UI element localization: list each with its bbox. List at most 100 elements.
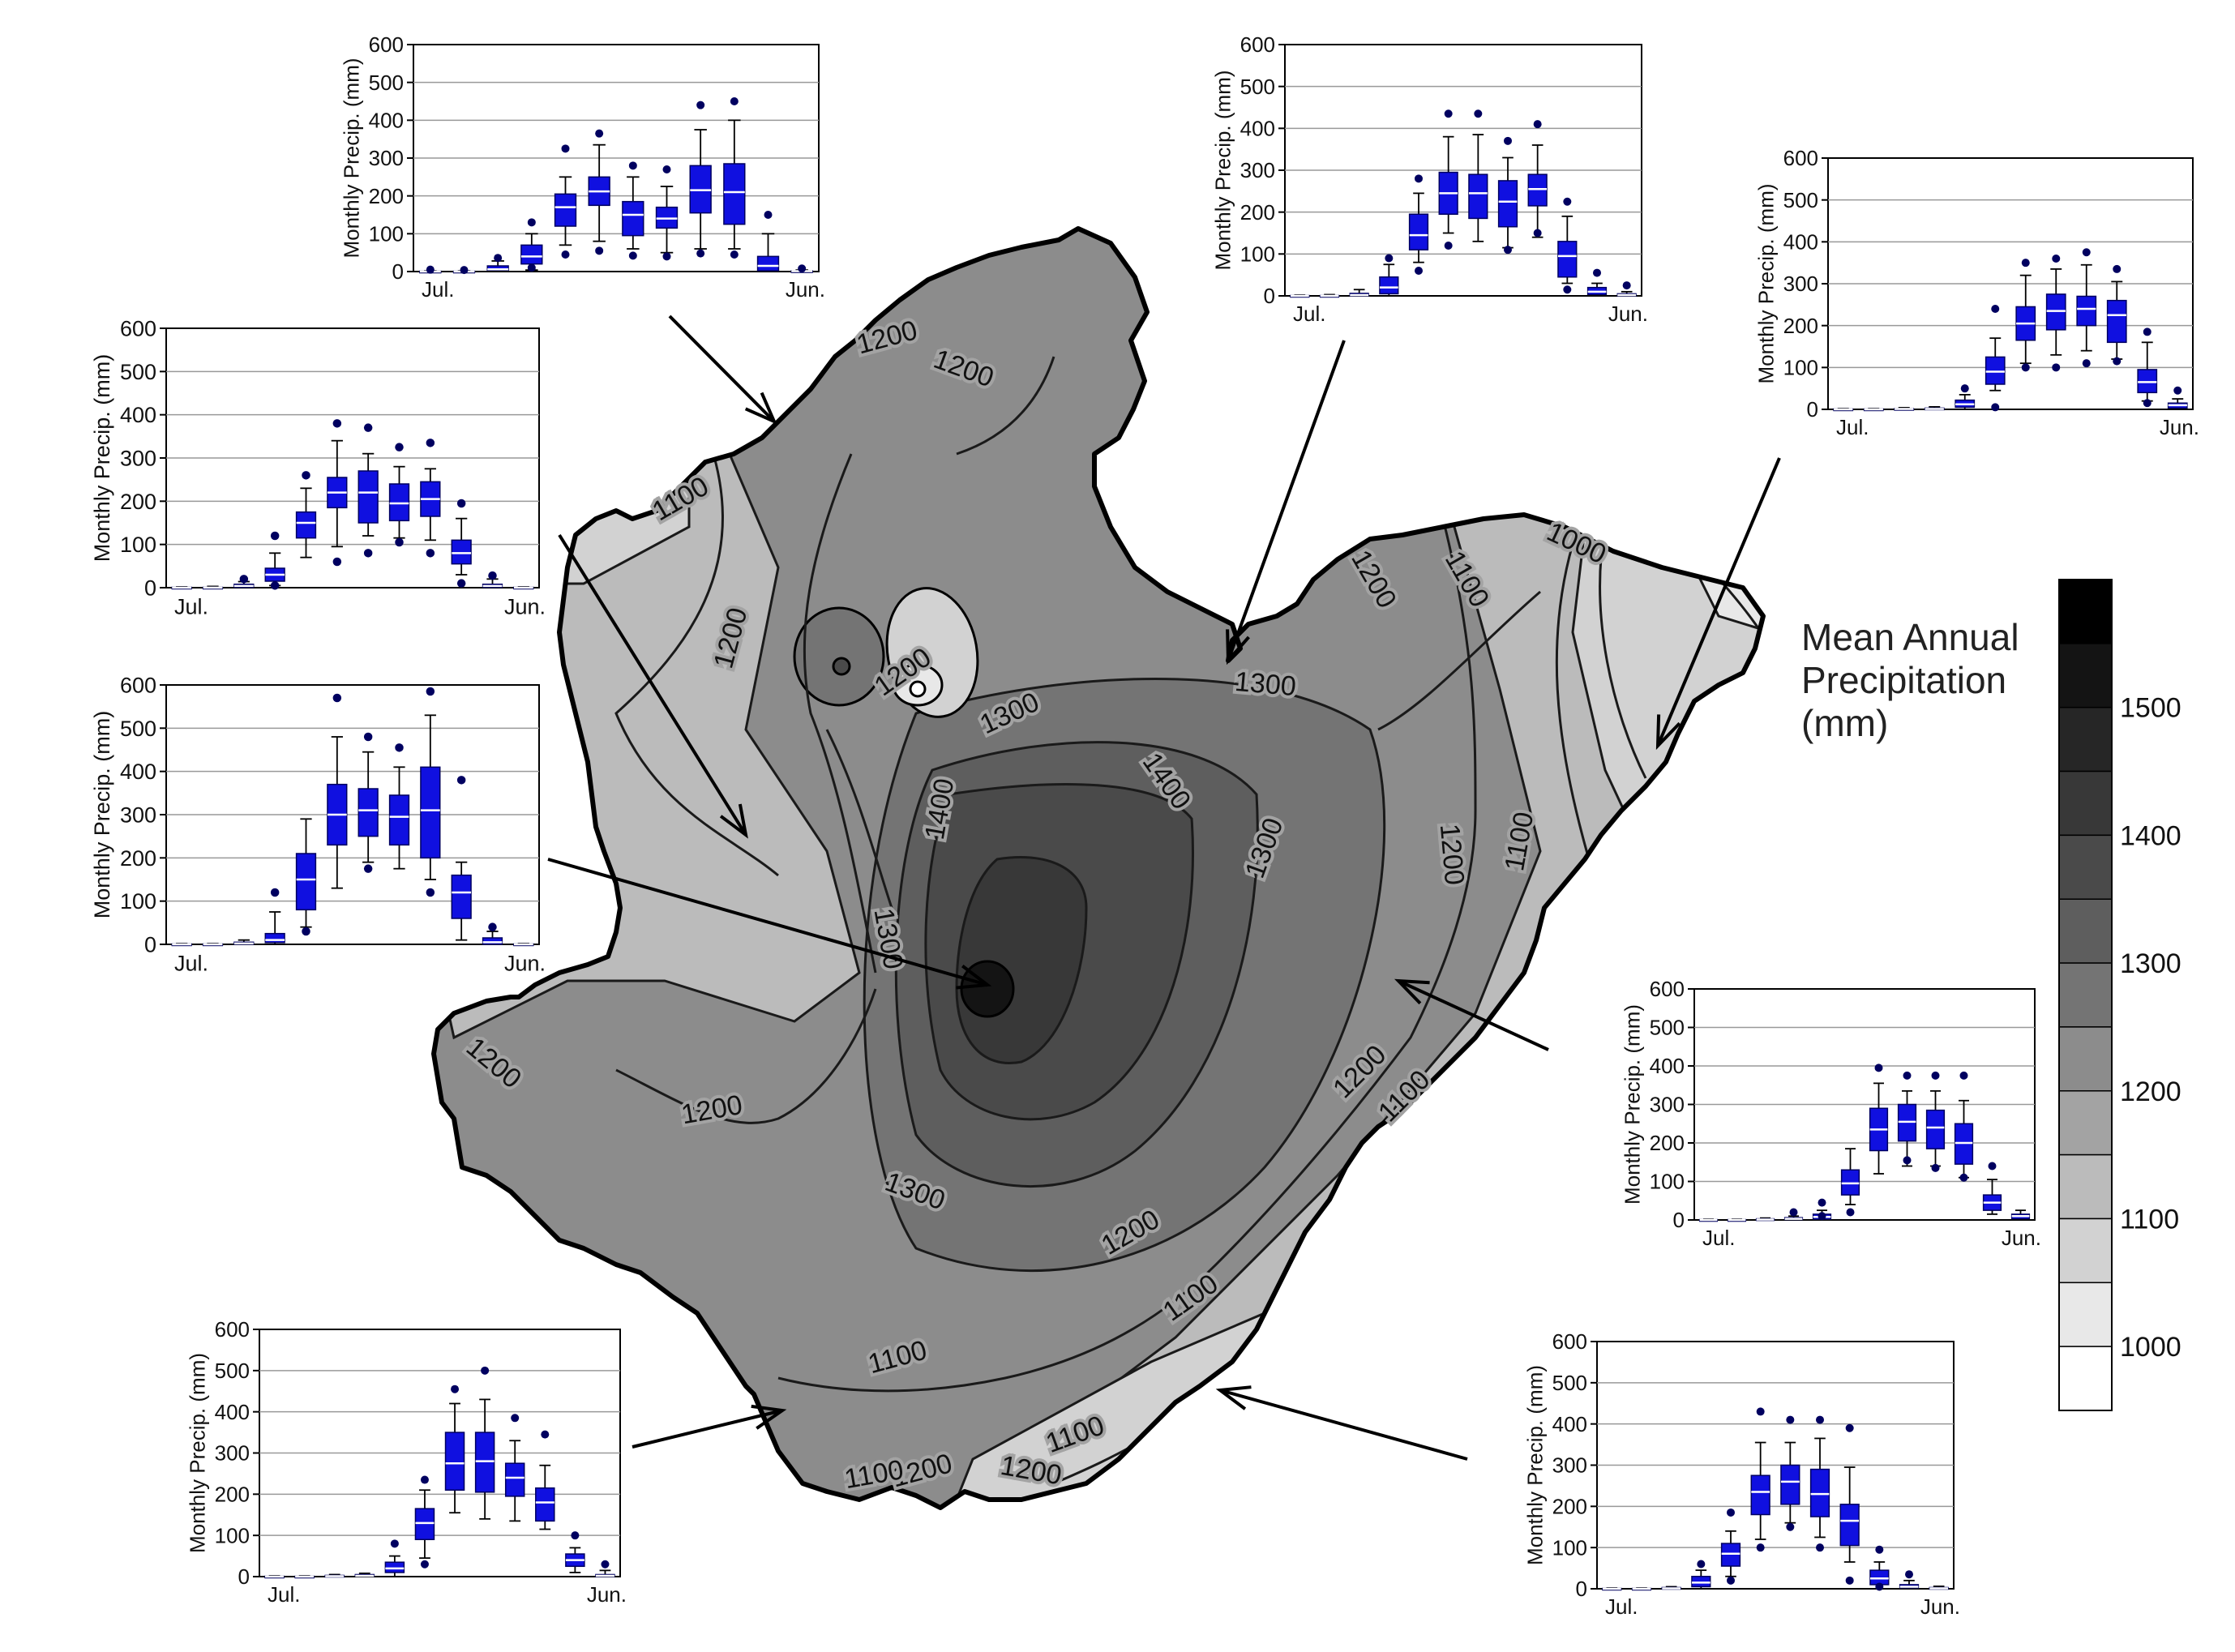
box-outlier — [798, 264, 807, 273]
chart-ytick-label: 300 — [120, 446, 156, 470]
box-outlier — [1903, 1156, 1912, 1165]
chart-ytick-label: 100 — [1783, 355, 1818, 379]
box-outlier — [1444, 109, 1453, 118]
box-outlier — [1816, 1415, 1824, 1424]
chart-ytick-label: 600 — [120, 673, 156, 697]
box-outlier — [420, 1475, 429, 1484]
box-outlier — [1991, 305, 2000, 313]
box-outlier — [426, 549, 435, 558]
chart-ytick-label: 200 — [120, 490, 156, 514]
pointer-arrow-head — [1655, 714, 1681, 751]
box-body — [388, 794, 410, 846]
chart-ytick-label: 500 — [1783, 188, 1818, 212]
chart-xlabel-start: Jul. — [268, 1582, 300, 1607]
chart-ytick-label: 300 — [1783, 272, 1818, 296]
box-outlier — [363, 732, 373, 742]
chart-ytick-label: 600 — [215, 1317, 250, 1342]
box-outlier — [1756, 1407, 1765, 1416]
box-outlier — [662, 252, 671, 261]
chart-ytick-label: 400 — [120, 760, 156, 784]
box-body — [1985, 356, 2006, 385]
chart-xlabel-start: Jul. — [174, 951, 208, 975]
legend-tick-label: 1400 — [2120, 820, 2181, 851]
chart-ytick-label: 400 — [1552, 1412, 1587, 1436]
pointer-arrow-line — [668, 315, 776, 423]
box-body — [756, 255, 780, 272]
chart-ylabel: Monthly Precip. (mm) — [90, 354, 114, 563]
box-outlier — [1504, 136, 1512, 145]
box-outlier — [332, 693, 342, 703]
chart-ylabel: Monthly Precip. (mm) — [90, 711, 114, 919]
box-body — [1925, 1109, 1946, 1149]
box-outlier — [1818, 1212, 1826, 1221]
box-outlier — [1931, 1071, 1940, 1080]
box-outlier — [1845, 1423, 1854, 1432]
box-outlier — [2052, 255, 2061, 263]
box-body — [1780, 1464, 1800, 1505]
map-zone-local-high-core — [832, 657, 851, 676]
chart-ylabel: Monthly Precip. (mm) — [1522, 1365, 1547, 1565]
chart-ytick-label: 400 — [215, 1400, 250, 1424]
chart-xlabel-start: Jul. — [1293, 302, 1325, 326]
chart-ytick-label: 600 — [1240, 32, 1275, 57]
boxplot-chart-northeast: 600 500 400 300 200 100 0 Monthly Precip. (mm) J… — [1753, 146, 2199, 439]
box-outlier — [1991, 403, 2000, 412]
box-body — [622, 200, 644, 237]
box-body — [1468, 173, 1488, 220]
chart-ytick-label: 400 — [1783, 229, 1818, 254]
box-outlier — [2021, 363, 2030, 372]
box-body — [264, 932, 285, 944]
box-outlier — [1845, 1576, 1854, 1585]
box-outlier — [1504, 246, 1512, 255]
box-outlier — [1875, 1582, 1884, 1591]
box-outlier — [571, 1531, 580, 1540]
box-outlier — [332, 419, 342, 428]
chart-ytick-label: 400 — [369, 108, 404, 132]
pointer-arrow-head — [1226, 629, 1250, 666]
boxplot-chart-north-center: 600 500 400 300 200 100 0 Monthly Precip. (mm) J… — [1210, 32, 1648, 326]
box-body — [554, 193, 577, 227]
box-outlier — [1959, 1173, 1968, 1182]
box-outlier — [460, 266, 469, 275]
chart-ytick-label: 200 — [1783, 314, 1818, 338]
legend-color-band — [2058, 1282, 2113, 1347]
chart-xlabel-start: Jul. — [1702, 1226, 1735, 1250]
chart-xlabel-end: Jun. — [1920, 1594, 1960, 1619]
chart-ytick-label: 100 — [1552, 1535, 1587, 1560]
box-outlier — [1818, 1198, 1826, 1207]
legend-title-line-1: Mean Annual — [1801, 616, 2019, 658]
chart-ytick-label: 100 — [1650, 1170, 1685, 1194]
box-body — [2137, 369, 2158, 394]
chart-ytick-label: 200 — [1650, 1131, 1685, 1155]
box-outlier — [426, 687, 435, 696]
box-body — [482, 937, 503, 945]
chart-ytick-label: 0 — [144, 932, 156, 957]
chart-xlabel-end: Jun. — [504, 951, 546, 975]
legend-color-band — [2058, 579, 2113, 644]
box-outlier — [395, 537, 404, 547]
chart-ytick-label: 300 — [215, 1441, 250, 1466]
box-outlier — [1593, 268, 1601, 277]
box-outlier — [1622, 281, 1631, 290]
box-outlier — [270, 888, 280, 897]
box-body — [2076, 295, 2097, 327]
box-outlier — [511, 1414, 520, 1423]
chart-ytick-label: 100 — [369, 221, 404, 246]
chart-ytick-label: 500 — [120, 717, 156, 741]
chart-xlabel-end: Jun. — [504, 594, 546, 618]
box-outlier — [1786, 1415, 1795, 1424]
box-outlier — [1533, 120, 1542, 129]
chart-ytick-label: 0 — [392, 259, 404, 284]
chart-ytick-label: 600 — [1783, 146, 1818, 170]
box-outlier — [426, 265, 435, 274]
box-outlier — [2113, 357, 2122, 366]
legend-tick-label: 1100 — [2120, 1204, 2179, 1235]
chart-ytick-label: 0 — [144, 576, 156, 600]
box-body — [1691, 1576, 1711, 1588]
box-outlier — [1727, 1508, 1735, 1517]
box-body — [388, 483, 410, 522]
legend-tick-label: 1000 — [2120, 1332, 2181, 1363]
box-outlier — [2113, 264, 2122, 273]
